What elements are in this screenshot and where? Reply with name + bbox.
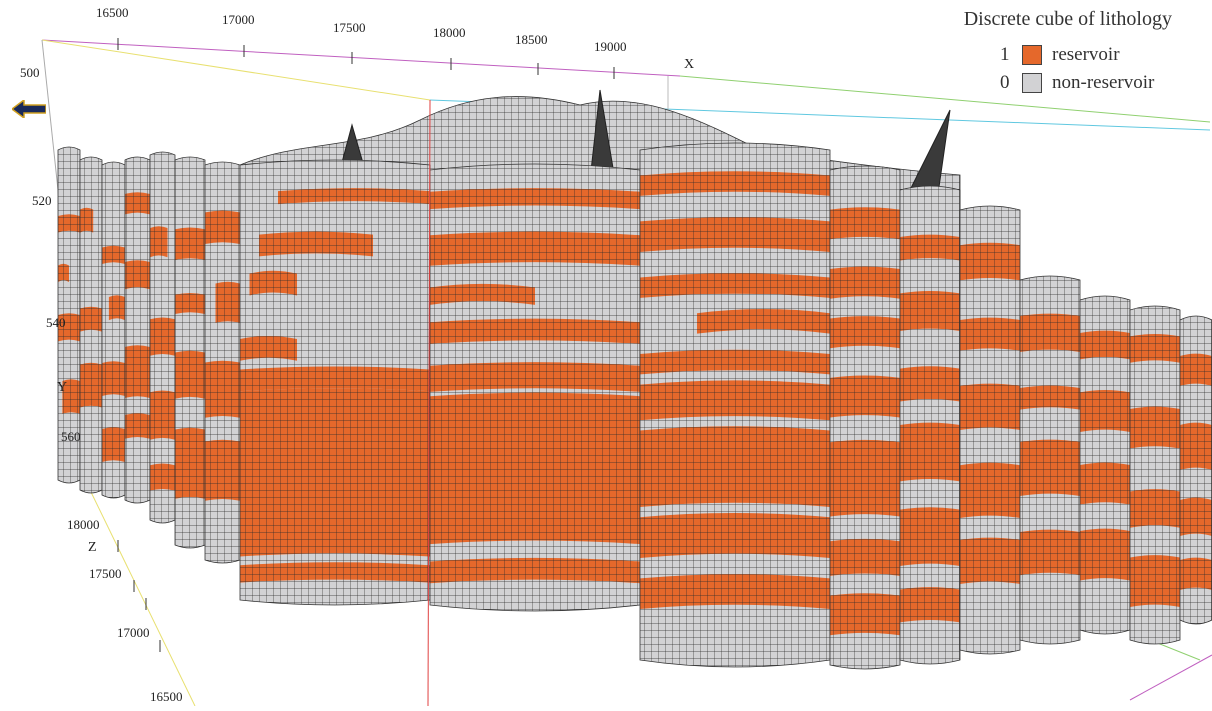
- y-tick-label: 520: [32, 193, 52, 208]
- left-fence-panel: [101, 161, 126, 499]
- left-fence-panel: [124, 156, 151, 504]
- left-fence-panel: [57, 146, 81, 484]
- right-stack-panel: [1019, 275, 1081, 645]
- cell-grid: [640, 143, 830, 667]
- cell-grid: [102, 162, 125, 498]
- left-fence-panel: [204, 161, 241, 564]
- z-tick-label: 17000: [117, 625, 150, 640]
- box-edge-line: [1129, 654, 1212, 701]
- right-fence-panel: [639, 142, 831, 668]
- right-stack-panel: [1079, 295, 1131, 635]
- axis-tick-marks: [117, 38, 615, 652]
- right-stack-panel: [899, 185, 961, 665]
- cell-grid: [80, 157, 102, 493]
- cell-grid: [1020, 276, 1080, 644]
- y-tick-label: 540: [46, 315, 66, 330]
- x-tick-label: 19000: [594, 39, 627, 54]
- cell-grid: [150, 152, 175, 523]
- z-axis-name: Z: [88, 540, 97, 555]
- legend-item-non-reservoir: 0 non-reservoir: [912, 69, 1172, 97]
- y-axis-name: Y: [57, 380, 68, 395]
- x-tick-label: 18500: [515, 32, 548, 47]
- panel-outline: [1179, 315, 1212, 625]
- cell-grid: [960, 206, 1020, 654]
- x-axis-name: X: [684, 57, 695, 72]
- nav-arrow-icon[interactable]: [12, 100, 46, 118]
- x-tick-label: 16500: [96, 5, 129, 20]
- box-edge-line: [679, 75, 1211, 123]
- legend-code: 1: [1000, 44, 1010, 65]
- box-edge-line: [41, 39, 431, 101]
- cell-grid: [175, 157, 205, 548]
- cell-grid: [125, 157, 150, 503]
- panel-outline: [959, 205, 1021, 655]
- x-tick-label: 18000: [433, 25, 466, 40]
- legend: Discrete cube of lithology 1 reservoir 0…: [912, 8, 1172, 97]
- panel-outline: [1019, 275, 1081, 645]
- panel-outline: [829, 165, 901, 670]
- reservoir-swatch: [1022, 45, 1042, 65]
- x-tick-label: 17500: [333, 20, 366, 35]
- left-fence-panel: [79, 156, 103, 494]
- main-fence-panel: [239, 159, 431, 606]
- cell-grid: [58, 147, 80, 483]
- cell-grid: [1180, 316, 1212, 624]
- cell-grid: [430, 164, 640, 611]
- legend-label: non-reservoir: [1052, 72, 1155, 93]
- x-axis-line: [41, 39, 681, 77]
- red-axis-line: [427, 99, 431, 707]
- z-tick-label: 16500: [150, 689, 183, 704]
- cell-grid: [830, 166, 900, 669]
- cell-grid: [1080, 296, 1130, 634]
- non-reservoir-swatch: [1022, 73, 1042, 93]
- y-tick-label: 560: [61, 429, 81, 444]
- legend-label: reservoir: [1052, 44, 1120, 65]
- legend-title: Discrete cube of lithology: [963, 8, 1172, 30]
- legend-code: 0: [1000, 72, 1010, 93]
- right-stack-panel: [959, 205, 1021, 655]
- cell-grid: [1130, 306, 1180, 644]
- right-stack-panel: [829, 165, 901, 670]
- panel-outline: [899, 185, 961, 665]
- left-fence-panel: [174, 156, 206, 549]
- y-tick-label: 500: [20, 65, 40, 80]
- center-fence-panel: [429, 163, 641, 612]
- cell-grid: [240, 160, 430, 605]
- x-tick-label: 17000: [222, 12, 255, 27]
- right-stack-panel: [1129, 305, 1181, 645]
- z-tick-label: 17500: [89, 566, 122, 581]
- cell-grid: [205, 162, 240, 563]
- right-stack-panel: [1179, 315, 1212, 625]
- z-tick-label: 18000: [67, 517, 100, 532]
- z-axis-line: [89, 489, 196, 707]
- legend-item-reservoir: 1 reservoir: [912, 41, 1172, 69]
- fence-panels: [57, 89, 1212, 707]
- cell-grid: [900, 186, 960, 664]
- left-fence-panel: [149, 151, 176, 524]
- panel-outline: [1129, 305, 1181, 645]
